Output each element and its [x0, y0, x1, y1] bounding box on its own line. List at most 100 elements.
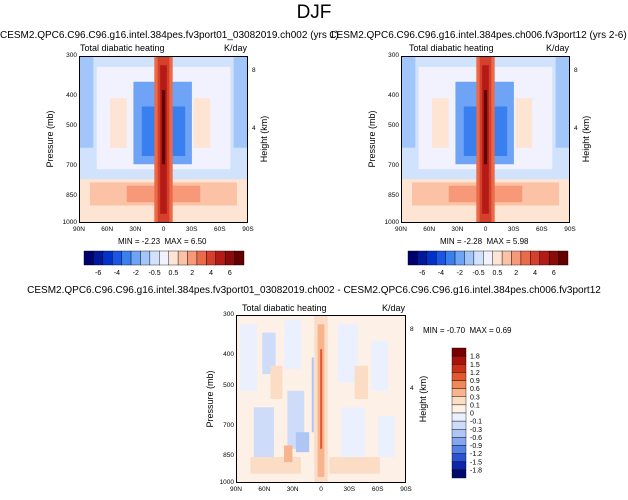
x-tick-0: 0	[319, 486, 323, 493]
panel-2-left-label: Total diabatic heating	[409, 43, 494, 53]
height-tick-8: 8	[410, 326, 414, 334]
diff-colorbar-label--0.6: -0.6	[470, 435, 482, 442]
height-tick-8: 8	[252, 67, 256, 75]
diff-colorbar-swatch-14	[451, 461, 467, 471]
x-tick-30N: 30N	[129, 226, 142, 233]
x-tick-60S: 60S	[371, 486, 384, 493]
panel-2-right-label: K/day	[546, 43, 570, 53]
field-warm-left	[432, 98, 449, 148]
panel-2-max-prefix: MAX =	[486, 237, 513, 246]
diff-colorbar-swatch-9	[451, 420, 467, 430]
colorbar-swatch-6	[140, 250, 151, 266]
field-patch-9	[378, 415, 395, 458]
y-tick-300: 300	[388, 52, 399, 59]
field-upper-right	[555, 57, 569, 148]
panel-1-min: -2.23	[141, 237, 161, 246]
colorbar-swatch-0	[83, 250, 94, 266]
diff-colorbar-swatch-13	[451, 453, 467, 462]
field-patch-4	[371, 340, 389, 391]
colorbar-swatch-13	[530, 250, 540, 266]
field-colder-right	[493, 106, 508, 156]
field-colder-left	[141, 106, 156, 156]
diff-colorbar-label-1.5: 1.5	[470, 362, 480, 369]
colorbar-label--4: -4	[114, 270, 120, 277]
colorbar-swatch-11	[187, 250, 198, 266]
panel-1-min-prefix: MIN =	[118, 237, 142, 246]
diff-colorbar-swatch-4	[451, 380, 467, 389]
diff-colorbar-swatch-6	[451, 396, 467, 406]
panel-1-minmax: MIN = -2.23 MAX = 6.50	[118, 237, 207, 246]
y-tick-850: 850	[388, 192, 399, 200]
diff-colorbar-swatch-2	[451, 364, 467, 373]
x-tick-0: 0	[483, 226, 488, 233]
field-patch-1	[262, 332, 276, 375]
colorbar-swatch-5	[454, 250, 465, 266]
field-patch-3	[337, 324, 358, 383]
x-tick-90S: 90S	[242, 226, 254, 233]
panel-2-contour	[402, 57, 569, 222]
colorbar-label--4: -4	[438, 270, 444, 277]
panel-1-title: CESM2.QPC6.C96.C96.g16.intel.384pes.fv3p…	[0, 30, 339, 41]
diff-colorbar-label--0.3: -0.3	[470, 427, 482, 434]
height-tick-8: 8	[574, 67, 578, 75]
colorbar-swatch-12	[196, 250, 207, 266]
colorbar-swatch-12	[520, 250, 531, 266]
panel-3-title: CESM2.QPC6.C96.C96.g16.intel.384pes.fv3p…	[27, 285, 601, 296]
panel-2-min-prefix: MIN =	[440, 237, 464, 246]
panel-3-right-label: K/day	[382, 303, 406, 313]
diff-colorbar-label--1.5: -1.5	[470, 459, 482, 466]
page-title: DJF	[296, 2, 332, 23]
colorbar-swatch-1	[417, 250, 428, 266]
itcz-core	[161, 90, 166, 165]
x-tick-90N: 90N	[395, 226, 407, 233]
diff-colorbar-label-1.2: 1.2	[470, 370, 480, 377]
x-tick-30N: 30N	[451, 226, 464, 233]
panel-1-max-prefix: MAX =	[164, 237, 191, 246]
colorbar-swatch-8	[159, 250, 169, 266]
panel-3-left-label: Total diabatic heating	[242, 303, 327, 313]
diff-colorbar-label-0.1: 0.1	[470, 402, 480, 409]
colorbar-swatch-6	[464, 250, 475, 266]
x-tick-90S: 90S	[400, 486, 412, 493]
panel-2-minmax: MIN = -2.28 MAX = 5.98	[440, 237, 529, 246]
field-patch-10	[270, 365, 283, 399]
x-tick-30S: 30S	[507, 226, 520, 233]
panel-3-max-prefix: MAX =	[469, 326, 496, 335]
diff-colorbar-swatch-0	[451, 347, 467, 357]
field-warm-left	[110, 98, 127, 148]
field-warm-right	[193, 98, 211, 148]
colorbar-swatch-14	[215, 250, 226, 266]
field-patch-7	[295, 432, 310, 453]
field-colder-left	[463, 106, 478, 156]
colorbar-label-6: 6	[552, 270, 556, 277]
colorbar-swatch-4	[445, 250, 456, 266]
diff-colorbar-swatch-15	[451, 469, 467, 479]
colorbar-1-svg: -6 -4 -2 -0.5 0.5 2 4 6	[83, 250, 245, 277]
y-tick-700: 700	[388, 162, 399, 170]
panel-1-max: 6.50	[190, 237, 207, 246]
field-patch-2	[284, 319, 301, 370]
panel-3-contour	[237, 316, 405, 482]
diff-colorbar-swatch-11	[451, 437, 467, 446]
diff-colorbar-swatch-5	[451, 388, 467, 397]
diff-colorbar-swatch-12	[451, 445, 467, 454]
panel-2-y2label: Height (km)	[581, 115, 591, 163]
panel-1-left-label: Total diabatic heating	[80, 43, 165, 53]
field-patch-13	[329, 457, 380, 474]
y-tick-700: 700	[66, 162, 77, 170]
colorbar-1: -6 -4 -2 -0.5 0.5 2 4 6	[81, 250, 247, 278]
colorbar-swatch-9	[492, 250, 503, 266]
colorbar-label-2: 2	[514, 270, 518, 277]
diff-colorbar-swatch-7	[451, 404, 467, 414]
y-tick-400: 400	[223, 351, 234, 359]
diff-colorbar-label-0.9: 0.9	[470, 378, 480, 385]
panel-2-ylabel: Pressure (mb)	[367, 110, 377, 168]
itcz-diff-3	[320, 349, 323, 449]
field-warm-right	[515, 98, 533, 148]
x-tick-60N: 60N	[423, 226, 436, 233]
panel-2-min: -2.28	[463, 237, 483, 246]
panel-1-right-label: K/day	[224, 43, 248, 53]
x-tick-30N: 30N	[286, 486, 299, 493]
panel-2-title: CESM2.QPC6.C96.C96.g16.intel.384pes.ch00…	[329, 30, 627, 41]
y-tick-500: 500	[388, 122, 399, 130]
